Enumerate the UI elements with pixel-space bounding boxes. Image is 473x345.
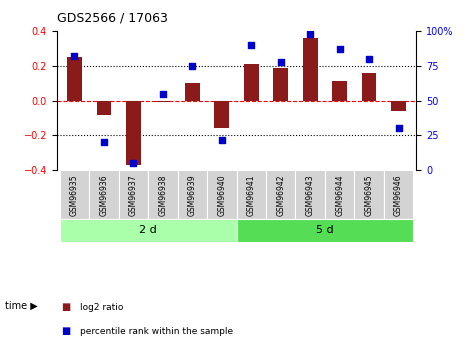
Bar — [148, 170, 177, 219]
Text: GSM96937: GSM96937 — [129, 174, 138, 216]
Bar — [362, 73, 377, 101]
Point — [189, 63, 196, 69]
Point — [336, 46, 343, 52]
Text: GSM96944: GSM96944 — [335, 174, 344, 216]
Point — [100, 140, 108, 145]
Text: 5 d: 5 d — [316, 225, 334, 235]
Bar — [332, 81, 347, 101]
Bar — [236, 170, 266, 219]
Text: ■: ■ — [61, 326, 71, 336]
Text: GSM96945: GSM96945 — [365, 174, 374, 216]
Point — [365, 56, 373, 62]
Text: GSM96940: GSM96940 — [217, 174, 226, 216]
Bar — [266, 170, 296, 219]
Bar — [156, 101, 170, 102]
Bar — [273, 68, 288, 101]
Bar — [185, 83, 200, 101]
Bar — [67, 57, 82, 101]
Text: 2 d: 2 d — [139, 225, 157, 235]
Point — [277, 59, 284, 65]
Bar — [126, 101, 141, 165]
Bar — [325, 170, 354, 219]
Bar — [354, 170, 384, 219]
Bar — [244, 64, 259, 101]
Bar — [60, 219, 236, 241]
Text: GSM96946: GSM96946 — [394, 174, 403, 216]
Point — [395, 126, 403, 131]
Text: time ▶: time ▶ — [5, 300, 37, 310]
Bar — [177, 170, 207, 219]
Bar — [296, 170, 325, 219]
Bar — [207, 170, 236, 219]
Bar — [60, 170, 89, 219]
Text: GSM96935: GSM96935 — [70, 174, 79, 216]
Point — [159, 91, 166, 96]
Text: GSM96939: GSM96939 — [188, 174, 197, 216]
Point — [307, 31, 314, 37]
Bar — [119, 170, 148, 219]
Point — [70, 53, 78, 59]
Text: GSM96936: GSM96936 — [99, 174, 108, 216]
Bar — [214, 101, 229, 128]
Point — [130, 160, 137, 166]
Text: log2 ratio: log2 ratio — [80, 303, 124, 312]
Text: GSM96938: GSM96938 — [158, 174, 167, 216]
Text: GDS2566 / 17063: GDS2566 / 17063 — [57, 11, 167, 24]
Bar — [236, 219, 413, 241]
Text: percentile rank within the sample: percentile rank within the sample — [80, 327, 234, 336]
Text: GSM96941: GSM96941 — [247, 174, 256, 216]
Text: GSM96942: GSM96942 — [276, 174, 285, 216]
Text: GSM96943: GSM96943 — [306, 174, 315, 216]
Bar — [391, 101, 406, 111]
Bar — [89, 170, 119, 219]
Text: ■: ■ — [61, 302, 71, 312]
Point — [218, 137, 226, 142]
Bar — [96, 101, 111, 115]
Point — [247, 42, 255, 48]
Bar — [384, 170, 413, 219]
Bar — [303, 38, 317, 101]
